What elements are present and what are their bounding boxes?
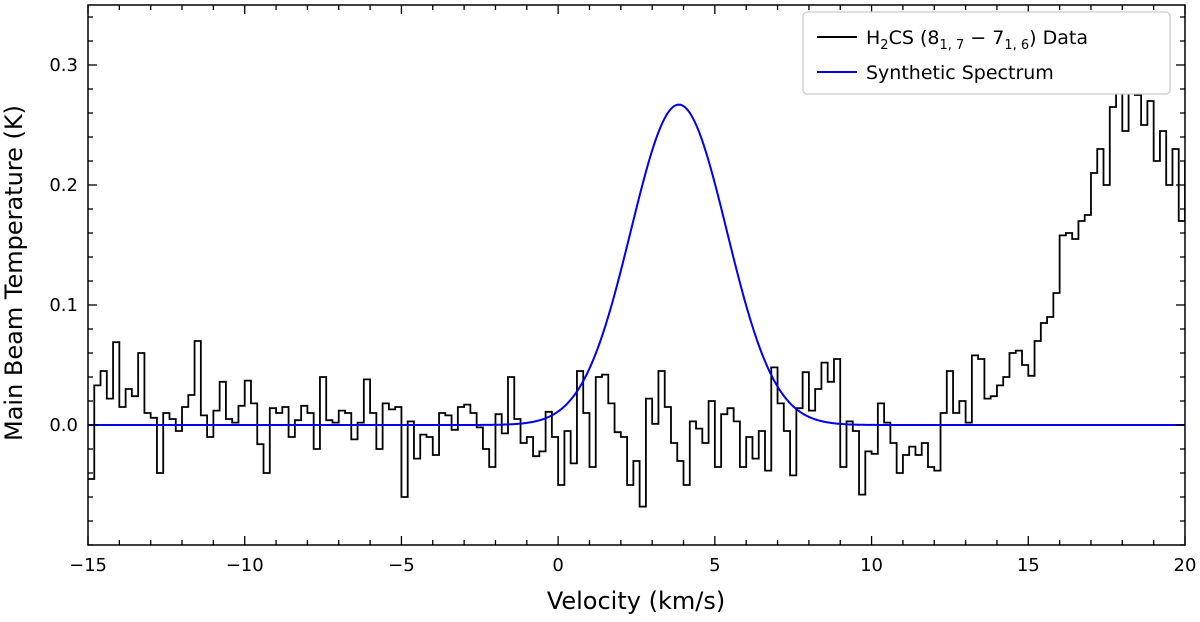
y-tick-label: 0.3	[49, 55, 78, 76]
x-tick-label: 5	[709, 555, 720, 576]
y-tick-label: 0.2	[49, 175, 78, 196]
series-data-step-line	[88, 35, 1200, 507]
y-tick-label: 0.1	[49, 295, 78, 316]
x-tick-label: 0	[552, 555, 563, 576]
x-tick-label: 15	[1017, 555, 1040, 576]
series-synthetic-spectrum-line	[88, 105, 1185, 425]
x-tick-label: 20	[1174, 555, 1197, 576]
x-tick-label: −5	[388, 555, 415, 576]
y-tick-label: 0.0	[49, 415, 78, 436]
legend-model-label: Synthetic Spectrum	[866, 62, 1054, 84]
x-axis-label: Velocity (km/s)	[547, 587, 725, 615]
x-tick-label: −15	[69, 555, 107, 576]
y-axis-label: Main Beam Temperature (K)	[0, 105, 28, 441]
legend: H2CS (81, 7 − 71, 6) Data Synthetic Spec…	[803, 12, 1170, 94]
x-tick-label: 10	[860, 555, 883, 576]
plot-area	[88, 35, 1200, 507]
x-tick-label: −10	[226, 555, 264, 576]
